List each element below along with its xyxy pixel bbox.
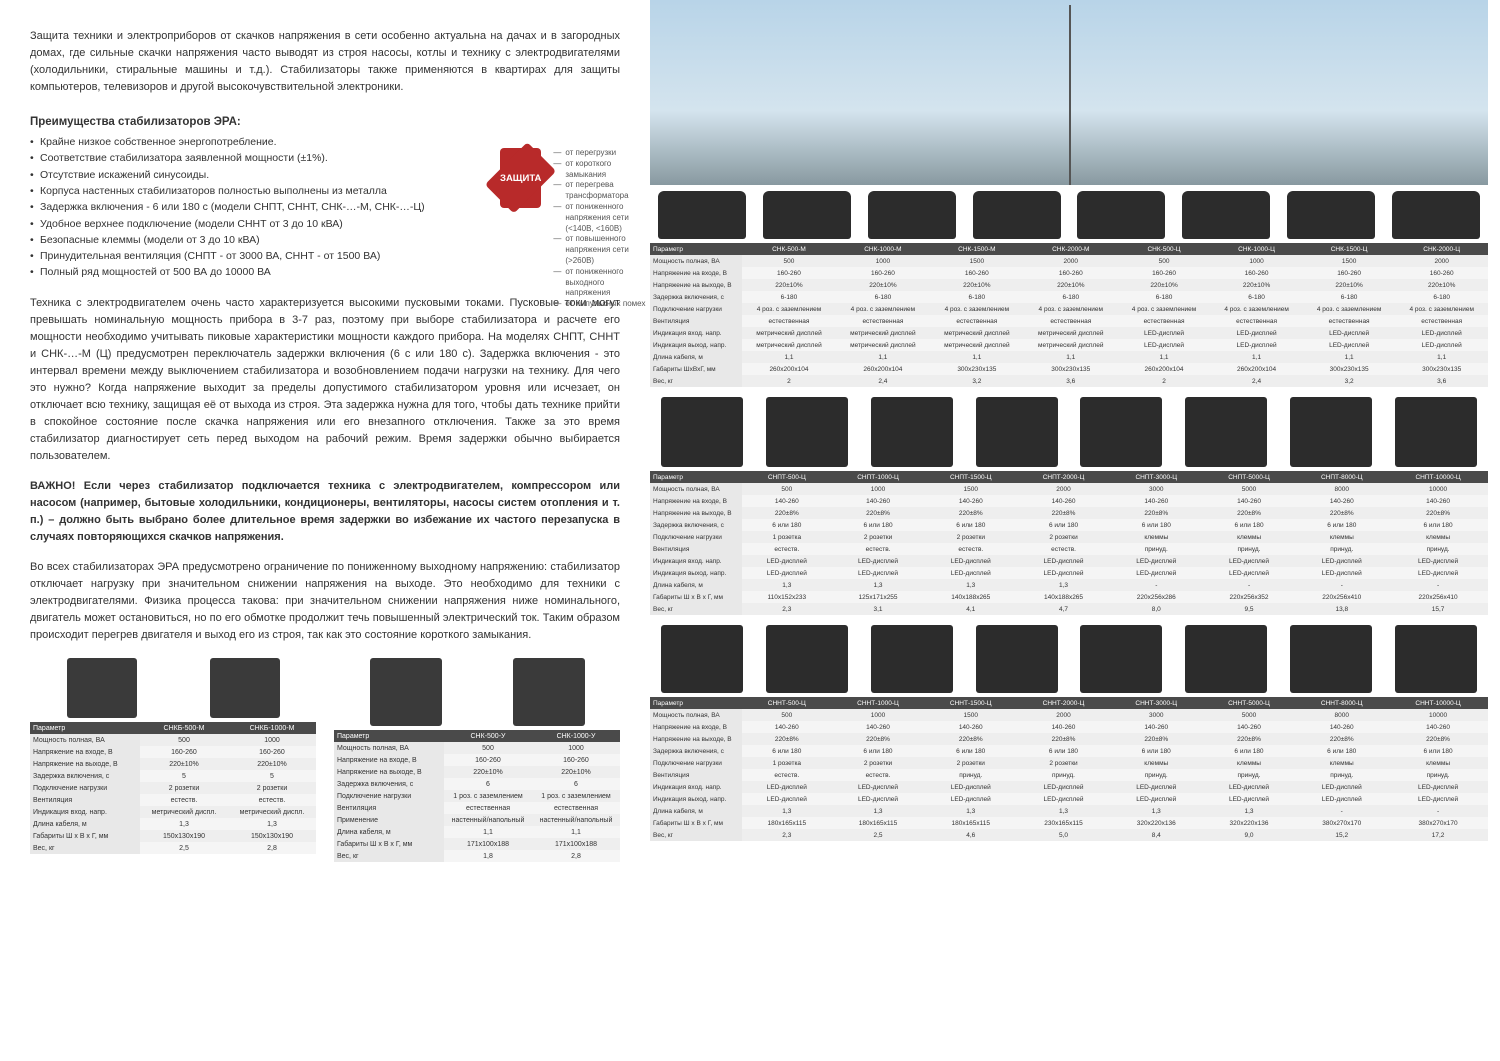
protection-item: от перегрева трансформатора (553, 180, 647, 202)
product-image (1395, 397, 1477, 467)
product-image (1080, 625, 1162, 693)
advantages-title: Преимущества стабилизаторов ЭРА: (30, 116, 460, 128)
table-snpt: ПараметрСНПТ-500-ЦСНПТ-1000-ЦСНПТ-1500-Ц… (650, 471, 1488, 615)
product-image (766, 625, 848, 693)
product-image (210, 658, 280, 718)
protection-item: от перегрузки (553, 148, 647, 159)
advantages-list: Крайне низкое собственное энергопотребле… (30, 134, 460, 280)
advantage-item: Отсутствие искажений синусоиды. (30, 167, 460, 183)
table-snky: ПараметрСНК-500-УСНК-1000-УМощность полн… (334, 730, 620, 862)
product-row-snnt (650, 625, 1488, 693)
advantage-item: Задержка включения - 6 или 180 с (модели… (30, 199, 460, 215)
table-snk: ПараметрСНК-500-МСНК-1000-МСНК-1500-МСНК… (650, 243, 1488, 387)
protection-badge: ЗАЩИТА (500, 148, 541, 208)
product-image (1290, 397, 1372, 467)
product-image (871, 397, 953, 467)
product-row-snkb (30, 658, 316, 718)
advantage-item: Безопасные клеммы (модели от 3 до 10 кВА… (30, 232, 460, 248)
protection-item: от пониженного выходного напряжения (553, 267, 647, 299)
product-image (661, 625, 743, 693)
body-para-important: ВАЖНО! Если через стабилизатор подключае… (30, 478, 620, 546)
product-image (766, 397, 848, 467)
product-image (976, 625, 1058, 693)
product-image (973, 191, 1061, 239)
product-row-snky (334, 658, 620, 726)
product-image (658, 191, 746, 239)
intro-text: Защита техники и электроприборов от скач… (30, 28, 620, 96)
product-image (868, 191, 956, 239)
product-image (1185, 625, 1267, 693)
product-image (871, 625, 953, 693)
product-row-snk (650, 191, 1488, 239)
hero-image (650, 0, 1488, 185)
product-image (370, 658, 442, 726)
advantage-item: Удобное верхнее подключение (модели СННТ… (30, 216, 460, 232)
product-image (67, 658, 137, 718)
table-snkb: ПараметрСНКБ-500-МСНКБ-1000-ММощность по… (30, 722, 316, 854)
table-snnt: ПараметрСННТ-500-ЦСННТ-1000-ЦСННТ-1500-Ц… (650, 697, 1488, 841)
advantage-item: Полный ряд мощностей от 500 ВА до 10000 … (30, 264, 460, 280)
product-image (1080, 397, 1162, 467)
protection-item: от пониженного напряжения сети (<140В, <… (553, 202, 647, 234)
product-image (1290, 625, 1372, 693)
product-image (976, 397, 1058, 467)
product-image (661, 397, 743, 467)
advantage-item: Корпуса настенных стабилизаторов полност… (30, 183, 460, 199)
protection-item: от короткого замыкания (553, 159, 647, 181)
product-row-snpt (650, 397, 1488, 467)
body-para-1: Техника с электродвигателем очень часто … (30, 295, 620, 465)
product-image (1392, 191, 1480, 239)
advantage-item: Соответствие стабилизатора заявленной мо… (30, 150, 460, 166)
protection-box: ЗАЩИТА от перегрузкиот короткого замыкан… (500, 148, 647, 310)
product-image (1185, 397, 1267, 467)
product-image (1182, 191, 1270, 239)
advantage-item: Принудительная вентиляция (СНПТ - от 300… (30, 248, 460, 264)
product-image (763, 191, 851, 239)
protection-item: от импульсных помех (553, 299, 647, 310)
product-image (1287, 191, 1375, 239)
protection-list: от перегрузкиот короткого замыканияот пе… (553, 148, 647, 310)
product-image (1077, 191, 1165, 239)
product-image (1395, 625, 1477, 693)
protection-item: от повышенного напряжения сети (>260В) (553, 234, 647, 266)
product-image (513, 658, 585, 726)
body-para-3: Во всех стабилизаторах ЭРА предусмотрено… (30, 559, 620, 644)
advantage-item: Крайне низкое собственное энергопотребле… (30, 134, 460, 150)
